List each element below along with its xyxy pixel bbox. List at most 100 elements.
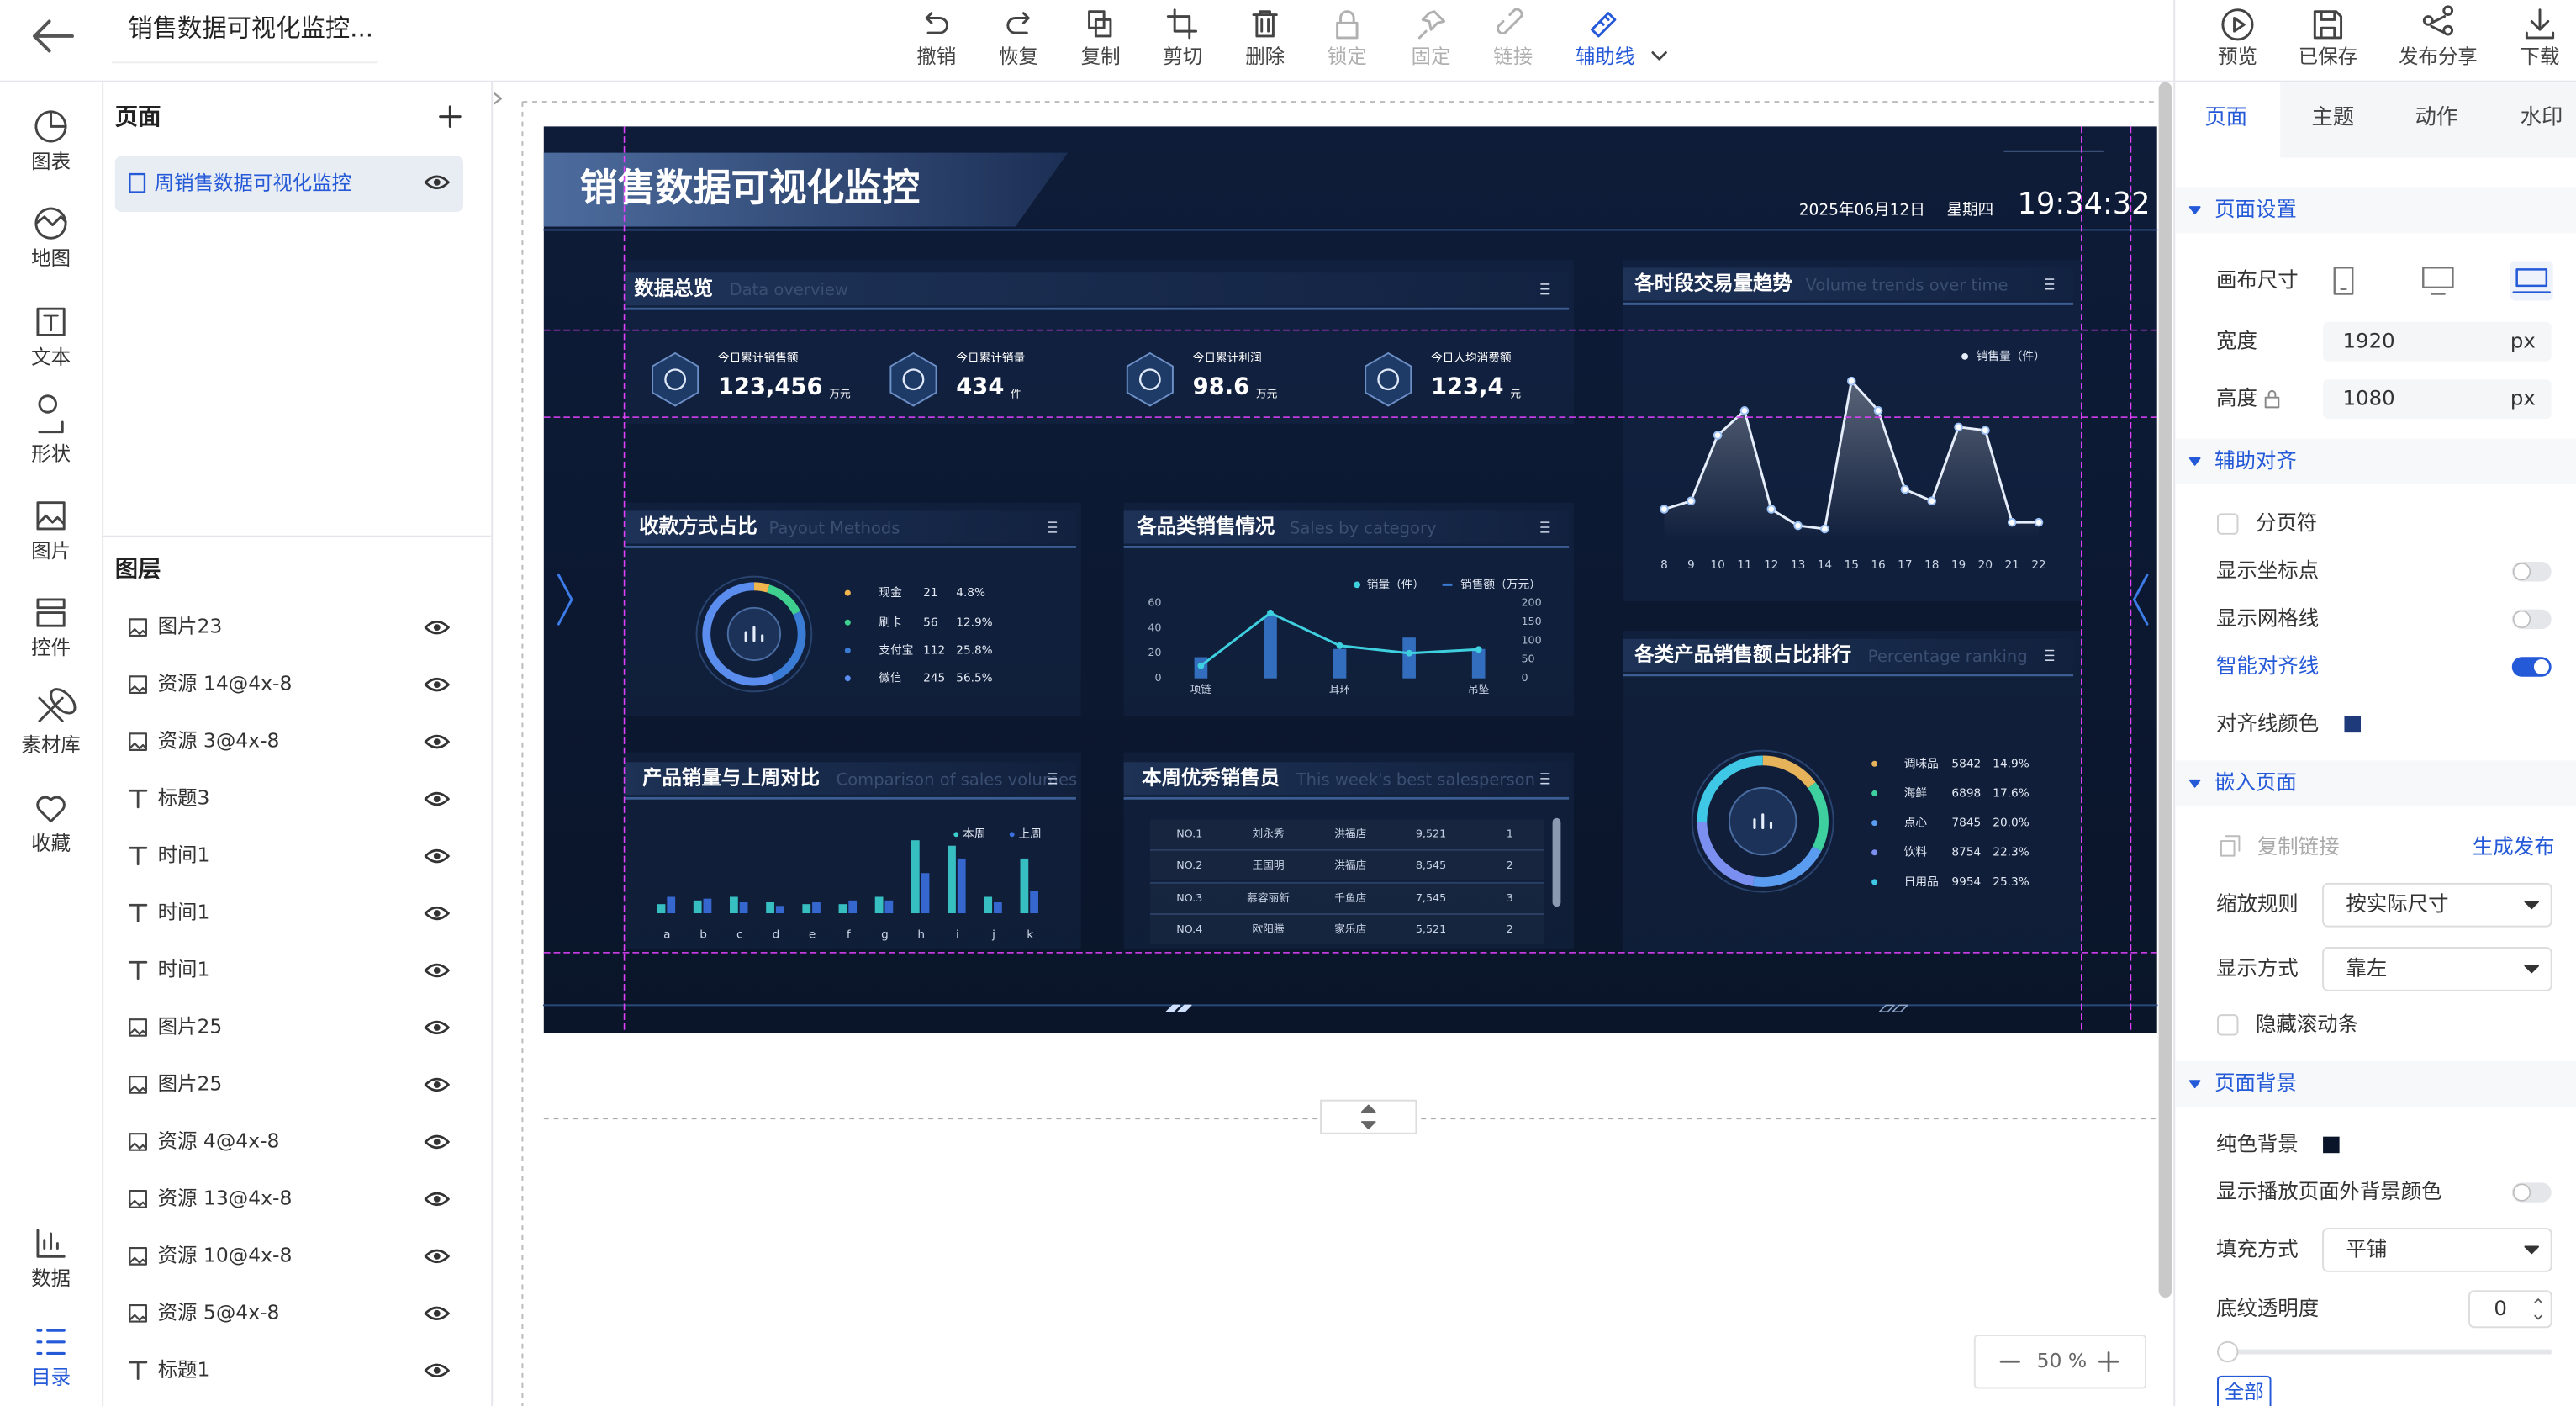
nav-item[interactable]: 收藏: [31, 831, 71, 854]
checkbox[interactable]: [2217, 513, 2239, 535]
nav-item[interactable]: 文本: [31, 345, 71, 368]
nav-item[interactable]: 形状: [31, 442, 71, 466]
layer-item[interactable]: 资源 5@4x-8: [158, 1300, 280, 1324]
tab[interactable]: 动作: [2415, 104, 2458, 130]
layer-item[interactable]: 图片25: [158, 1071, 223, 1095]
nav-item[interactable]: 图片: [31, 539, 71, 563]
visibility-toggle[interactable]: [424, 848, 450, 864]
number-input[interactable]: [2468, 1290, 2552, 1329]
page-item[interactable]: 周销售数据可视化监控: [155, 171, 351, 194]
layer-item[interactable]: 标题3: [158, 786, 210, 810]
layer-item[interactable]: 资源 10@4x-8: [158, 1243, 293, 1266]
layer-item[interactable]: 图片23: [158, 615, 223, 638]
layer-item[interactable]: 资源 13@4x-8: [158, 1186, 293, 1209]
x-tick-label: h: [917, 928, 925, 941]
tool-button[interactable]: 恢复: [999, 45, 1038, 68]
section-title[interactable]: 页面设置: [2214, 197, 2297, 221]
nav-item[interactable]: 控件: [31, 636, 71, 659]
tool-button[interactable]: 撤销: [916, 45, 956, 68]
line-point: [1197, 662, 1205, 669]
layer-item[interactable]: 图片25: [158, 1014, 223, 1038]
link-button[interactable]: 生成发布: [2473, 834, 2555, 859]
color-swatch[interactable]: [2344, 716, 2362, 733]
field-label: 分页符: [2256, 510, 2317, 535]
bar: [1030, 891, 1038, 914]
visibility-toggle[interactable]: [424, 734, 450, 749]
add-page-button[interactable]: [439, 105, 462, 128]
visibility-toggle[interactable]: [424, 906, 450, 921]
layer-item[interactable]: 时间1: [158, 901, 210, 924]
tool-button[interactable]: 锁定: [1328, 45, 1367, 68]
tab[interactable]: 水印: [2521, 104, 2563, 130]
visibility-toggle[interactable]: [424, 175, 450, 190]
checkbox[interactable]: [2217, 1014, 2239, 1036]
tab[interactable]: 页面: [2204, 104, 2247, 130]
select[interactable]: [2322, 1228, 2552, 1272]
visibility-toggle[interactable]: [424, 1363, 450, 1378]
section-title[interactable]: 页面背景: [2214, 1070, 2297, 1095]
layer-item[interactable]: 资源 4@4x-8: [158, 1128, 280, 1152]
nav-item[interactable]: 图表: [31, 150, 71, 173]
field-label: 缩放规则: [2216, 891, 2299, 916]
bar: [1402, 637, 1416, 679]
button-label[interactable]: 全部: [2225, 1380, 2264, 1403]
color-swatch[interactable]: [2323, 1136, 2340, 1154]
section-header-bg: [2175, 438, 2576, 485]
tab[interactable]: 主题: [2311, 104, 2354, 130]
action-button[interactable]: 下载: [2521, 45, 2560, 68]
slider-knob[interactable]: [2217, 1340, 2239, 1363]
visibility-toggle[interactable]: [424, 620, 450, 635]
action-button[interactable]: 预览: [2218, 45, 2257, 68]
tool-button[interactable]: 链接: [1493, 45, 1533, 68]
nav-item[interactable]: 目录: [31, 1365, 71, 1388]
nav-item[interactable]: 地图: [31, 246, 71, 270]
tool-button[interactable]: 剪切: [1163, 45, 1202, 68]
visibility-toggle[interactable]: [424, 963, 450, 978]
nav-item[interactable]: 数据: [31, 1266, 71, 1290]
section-title[interactable]: 辅助对齐: [2214, 448, 2297, 473]
zoom-in[interactable]: [2098, 1351, 2119, 1372]
layer-item[interactable]: 时间1: [158, 843, 210, 867]
tool-button[interactable]: 复制: [1081, 45, 1121, 68]
tool-button[interactable]: 删除: [1245, 45, 1285, 68]
select[interactable]: [2322, 947, 2552, 991]
visibility-toggle[interactable]: [424, 1249, 450, 1264]
layer-item[interactable]: 资源 14@4x-8: [158, 672, 293, 695]
visibility-toggle[interactable]: [424, 1306, 450, 1321]
layer-item[interactable]: 资源 3@4x-8: [158, 729, 280, 753]
input[interactable]: [2323, 379, 2552, 420]
visibility-toggle[interactable]: [424, 1134, 450, 1150]
nav-icon: [36, 1329, 66, 1356]
scrollbar: [2158, 82, 2172, 1298]
legend-dot: [1871, 849, 1878, 856]
field-label: 隐藏滚动条: [2256, 1012, 2358, 1036]
line-point: [1475, 646, 1482, 653]
kpi-unit: 万元: [1256, 387, 1278, 399]
visibility-toggle[interactable]: [424, 677, 450, 692]
select[interactable]: [2322, 882, 2552, 928]
tool-button[interactable]: 辅助线: [1576, 45, 1634, 68]
layer-item[interactable]: 时间1: [158, 957, 210, 980]
bar: [874, 896, 884, 914]
panel-header-bar: [1623, 638, 2074, 672]
section-title[interactable]: 嵌入页面: [2214, 770, 2297, 795]
layer-item[interactable]: 标题1: [158, 1357, 210, 1381]
button[interactable]: [2217, 1375, 2272, 1406]
device-wide[interactable]: [2512, 268, 2552, 293]
tool-button[interactable]: 固定: [1412, 45, 1451, 68]
visibility-toggle[interactable]: [424, 1077, 450, 1092]
field-label: 智能对齐线: [2216, 653, 2319, 678]
nav-item[interactable]: 素材库: [21, 732, 80, 756]
panel-subtitle: Percentage ranking: [1868, 647, 2028, 666]
table-cell: 8,545: [1416, 859, 1446, 871]
action-icon: [2422, 5, 2454, 36]
action-button[interactable]: 已保存: [2299, 45, 2357, 68]
input[interactable]: [2323, 321, 2552, 362]
visibility-toggle[interactable]: [424, 1020, 450, 1035]
visibility-toggle[interactable]: [424, 791, 450, 806]
visibility-toggle[interactable]: [424, 1192, 450, 1207]
device-phone[interactable]: [2333, 267, 2354, 295]
device-desktop[interactable]: [2422, 267, 2454, 295]
action-button[interactable]: 发布分享: [2399, 45, 2478, 68]
bar: [1333, 648, 1347, 679]
